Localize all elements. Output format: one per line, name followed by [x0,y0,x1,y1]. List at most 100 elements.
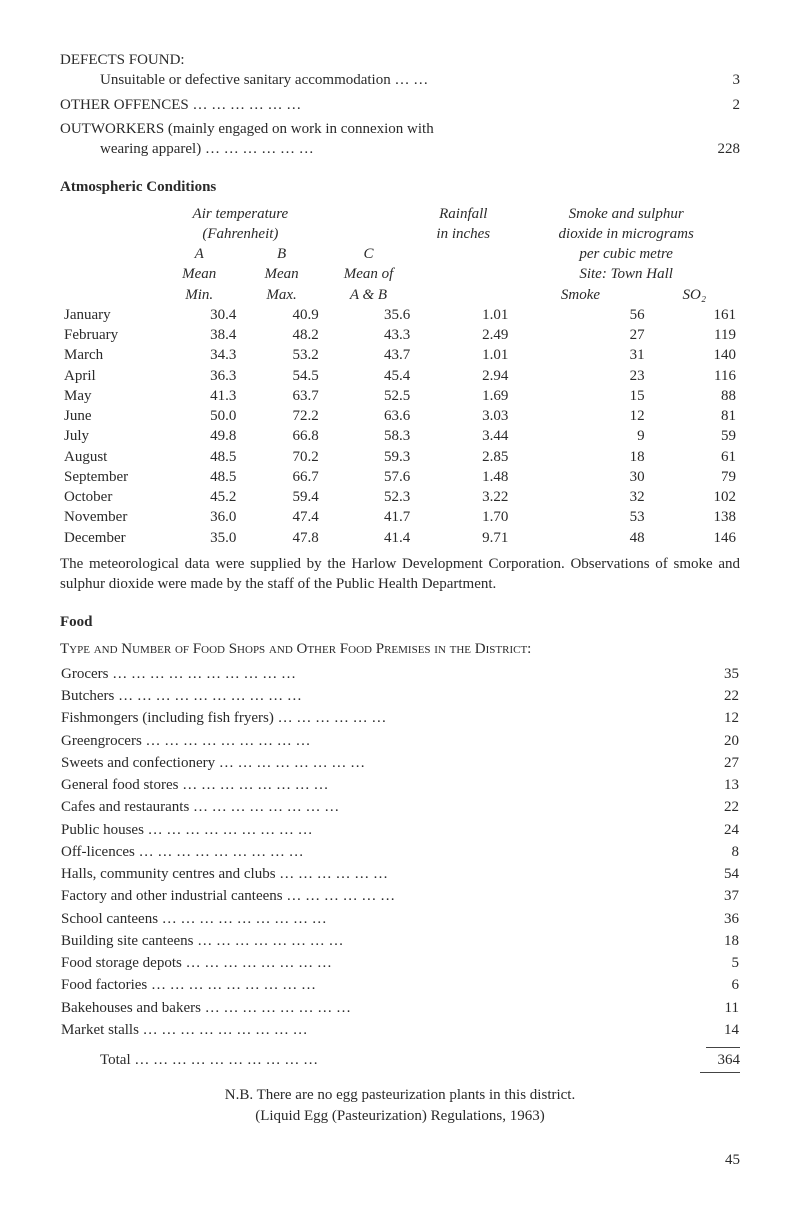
other-offences-label: OTHER OFFENCES … … … … … … [60,95,700,115]
food-value: 12 [698,707,740,729]
food-row: Food factories … … … … … … … … …6 [60,974,740,996]
month-cell: September [60,467,158,487]
food-row: Sweets and confectionery … … … … … … … …… [60,752,740,774]
food-row: Factory and other industrial canteens … … [60,885,740,907]
col-rainfall: Rainfall [414,204,512,224]
weather-row: August48.570.259.32.851861 [60,447,740,467]
nb-line2: (Liquid Egg (Pasteurization) Regulations… [60,1106,740,1126]
food-value: 22 [698,685,740,707]
rainfall-cell: 3.22 [414,487,512,507]
tempA-cell: 36.0 [158,507,240,527]
food-label: Halls, community centres and clubs … … …… [60,863,698,885]
weather-row: February38.448.243.32.4927119 [60,325,740,345]
food-row: Cafes and restaurants … … … … … … … …22 [60,796,740,818]
nb-line1: N.B. There are no egg pasteurization pla… [60,1085,740,1105]
tempC-cell: 43.3 [323,325,414,345]
col-A: A [158,244,240,264]
food-value: 13 [698,774,740,796]
tempA-cell: 38.4 [158,325,240,345]
so2-cell: 79 [649,467,740,487]
tempC-cell: 59.3 [323,447,414,467]
weather-row: May41.363.752.51.691588 [60,386,740,406]
food-label: Grocers … … … … … … … … … … [60,663,698,685]
page-number: 45 [60,1150,740,1170]
tempA-cell: 35.0 [158,528,240,548]
atmos-title: Atmospheric Conditions [60,177,740,197]
month-cell: July [60,426,158,446]
smoke-cell: 23 [512,366,648,386]
rainfall-cell: 1.48 [414,467,512,487]
tempB-cell: 66.8 [240,426,322,446]
food-row: Food storage depots … … … … … … … …5 [60,952,740,974]
tempB-cell: 63.7 [240,386,322,406]
food-value: 18 [698,930,740,952]
tempB-cell: 40.9 [240,305,322,325]
food-label: Off-licences … … … … … … … … … [60,841,698,863]
weather-row: April36.354.545.42.9423116 [60,366,740,386]
tempA-cell: 45.2 [158,487,240,507]
food-label: Food factories … … … … … … … … … [60,974,698,996]
so2-cell: 81 [649,406,740,426]
smoke-cell: 27 [512,325,648,345]
weather-row: July49.866.858.33.44959 [60,426,740,446]
month-cell: November [60,507,158,527]
rainfall-cell: 3.03 [414,406,512,426]
month-cell: October [60,487,158,507]
weather-row: November36.047.441.71.7053138 [60,507,740,527]
food-row: General food stores … … … … … … … …13 [60,774,740,796]
food-label: Factory and other industrial canteens … … [60,885,698,907]
rainfall-cell: 2.49 [414,325,512,345]
rainfall-cell: 1.69 [414,386,512,406]
rainfall-cell: 1.01 [414,345,512,365]
food-row: Building site canteens … … … … … … … …18 [60,930,740,952]
col-smoke: Smoke [512,285,648,305]
food-label: Bakehouses and bakers … … … … … … … … [60,997,698,1019]
tempB-cell: 59.4 [240,487,322,507]
col-smoke-sulphur: Smoke and sulphur [512,204,740,224]
month-cell: June [60,406,158,426]
so2-cell: 61 [649,447,740,467]
tempC-cell: 35.6 [323,305,414,325]
met-paragraph: The meteorological data were supplied by… [60,554,740,595]
defects-heading: DEFECTS FOUND: [60,50,740,70]
weather-row: December35.047.841.49.7148146 [60,528,740,548]
food-row: Bakehouses and bakers … … … … … … … …11 [60,997,740,1019]
col-site: Site: Town Hall [512,264,740,284]
food-value: 27 [698,752,740,774]
food-label: Food storage depots … … … … … … … … [60,952,698,974]
rainfall-cell: 2.85 [414,447,512,467]
tempB-cell: 54.5 [240,366,322,386]
col-C: C [323,244,414,264]
tempB-cell: 48.2 [240,325,322,345]
defects-item-value: 3 [700,70,740,90]
col-inches: in inches [414,224,512,244]
food-subtitle: Type and Number of Food Shops and Other … [60,639,740,659]
food-row: Halls, community centres and clubs … … …… [60,863,740,885]
col-max: Max. [240,285,322,305]
smoke-cell: 56 [512,305,648,325]
rainfall-cell: 9.71 [414,528,512,548]
so2-cell: 116 [649,366,740,386]
rainfall-cell: 1.70 [414,507,512,527]
tempA-cell: 41.3 [158,386,240,406]
col-airtemp: Air temperature [158,204,323,224]
tempB-cell: 66.7 [240,467,322,487]
food-label: Sweets and confectionery … … … … … … … … [60,752,698,774]
tempC-cell: 52.5 [323,386,414,406]
defects-item-label: Unsuitable or defective sanitary accommo… [60,70,700,90]
food-value: 35 [698,663,740,685]
food-title: Food [60,612,740,632]
food-label: Public houses … … … … … … … … … [60,819,698,841]
tempC-cell: 52.3 [323,487,414,507]
tempC-cell: 41.4 [323,528,414,548]
month-cell: January [60,305,158,325]
food-row: Butchers … … … … … … … … … …22 [60,685,740,707]
tempA-cell: 49.8 [158,426,240,446]
weather-row: March34.353.243.71.0131140 [60,345,740,365]
tempB-cell: 53.2 [240,345,322,365]
food-label: School canteens … … … … … … … … … [60,908,698,930]
so2-cell: 138 [649,507,740,527]
total-label: Total … … … … … … … … … … [100,1050,700,1070]
col-percubic: per cubic metre [512,244,740,264]
month-cell: March [60,345,158,365]
